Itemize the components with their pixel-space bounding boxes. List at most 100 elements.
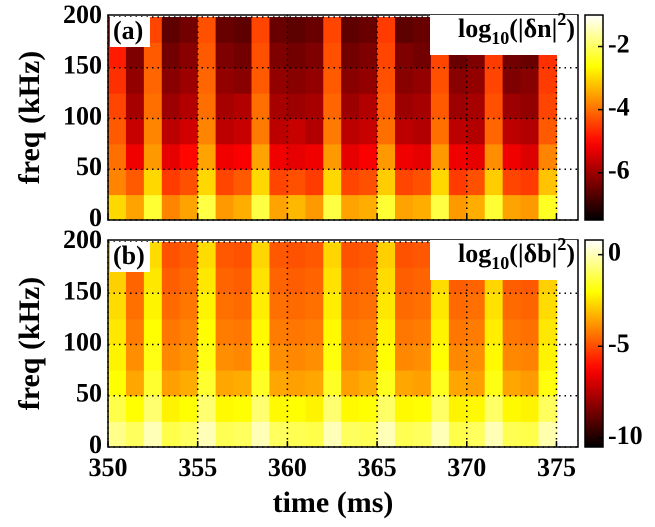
x-tick-label: 370 xyxy=(447,453,486,482)
heatmap-cell xyxy=(359,169,378,196)
heatmap-cell xyxy=(197,118,217,145)
heatmap-cell xyxy=(251,67,270,94)
heatmap-cell xyxy=(287,267,306,294)
heatmap-cell xyxy=(377,344,396,371)
heatmap-cell xyxy=(395,169,414,196)
panel-label-box xyxy=(110,242,150,272)
heatmap-cell xyxy=(448,118,468,145)
heatmap-cell xyxy=(197,93,217,120)
heatmap-cell xyxy=(305,242,324,269)
heatmap-cell xyxy=(215,421,235,448)
heatmap-cell xyxy=(161,67,181,94)
heatmap-cell xyxy=(269,143,288,170)
heatmap-cell xyxy=(466,370,486,397)
heatmap-cell xyxy=(179,293,199,320)
heatmap-cell xyxy=(125,370,145,397)
heatmap-cell xyxy=(179,194,199,221)
panel-label: (b) xyxy=(113,241,145,270)
colorbar-label-box xyxy=(430,15,577,55)
y-tick-label: 0 xyxy=(89,430,102,459)
heatmap-cell xyxy=(412,344,432,371)
heatmap-cell xyxy=(341,93,360,120)
heatmap-cell xyxy=(197,395,217,422)
heatmap-cell xyxy=(125,194,145,221)
heatmap-cell xyxy=(179,67,199,94)
heatmap-cell xyxy=(179,143,199,170)
heatmap-cell xyxy=(359,143,378,170)
heatmap-cell xyxy=(108,421,127,448)
heatmap-cell xyxy=(233,143,253,170)
heatmap-cell xyxy=(323,318,342,346)
heatmap-cell xyxy=(305,118,324,145)
heatmap-cell xyxy=(179,344,199,371)
heatmap-cell xyxy=(251,194,270,221)
heatmap-cell xyxy=(215,17,235,43)
x-tick-label: 350 xyxy=(89,453,128,482)
heatmap-cell xyxy=(359,344,378,371)
heatmap-cell xyxy=(215,194,235,221)
heatmap-cell xyxy=(251,169,270,196)
colorbar xyxy=(584,239,604,448)
heatmap-cell xyxy=(395,67,414,94)
heatmap-cell xyxy=(341,67,360,94)
y-tick-label: 150 xyxy=(63,276,102,305)
heatmap-cell xyxy=(341,169,360,196)
heatmap-cell xyxy=(305,194,324,221)
heatmap-cell xyxy=(377,118,396,145)
heatmap-cell xyxy=(251,318,270,346)
y-tick-label: 100 xyxy=(63,327,102,356)
heatmap-cell xyxy=(269,370,288,397)
heatmap-cell xyxy=(305,67,324,94)
heatmap-cell xyxy=(466,67,486,94)
heatmap-cell xyxy=(269,344,288,371)
heatmap-cell xyxy=(538,318,557,346)
heatmap-cell xyxy=(448,93,468,120)
heatmap-cell xyxy=(520,118,540,145)
heatmap-cell xyxy=(197,67,217,94)
heatmap-cell xyxy=(179,42,199,69)
heatmap-cell xyxy=(287,17,306,43)
heatmap-cell xyxy=(233,293,253,320)
heatmap-cell xyxy=(269,169,288,196)
heatmap-cell xyxy=(377,421,396,448)
heatmap-cell xyxy=(251,143,270,170)
heatmap-cell xyxy=(143,344,163,371)
heatmap-cell xyxy=(287,169,306,196)
heatmap-cell xyxy=(161,267,181,294)
colorbar-tick-label: -4 xyxy=(608,93,630,122)
heatmap-cell xyxy=(161,169,181,196)
heatmap-cell xyxy=(233,267,253,294)
heatmap-cell xyxy=(466,395,486,422)
heatmap-cell xyxy=(179,242,199,269)
colorbar-tick-label: 0 xyxy=(608,238,621,267)
heatmap-cell xyxy=(395,242,414,269)
heatmap-cell xyxy=(287,42,306,69)
heatmap-cell xyxy=(359,370,378,397)
heatmap-cell xyxy=(251,242,270,269)
heatmap-cell xyxy=(161,242,181,269)
heatmap-cell xyxy=(179,17,199,43)
heatmap-cell xyxy=(161,42,181,69)
heatmap-cell xyxy=(323,169,342,196)
heatmap-cell xyxy=(251,293,270,320)
heatmap-cell xyxy=(448,344,468,371)
heatmap-cell xyxy=(269,318,288,346)
y-tick-label: 150 xyxy=(63,51,102,80)
heatmap-cell xyxy=(233,318,253,346)
heatmap-cell xyxy=(108,169,127,196)
heatmap-cell xyxy=(197,293,217,320)
heatmap-cell xyxy=(395,395,414,422)
heatmap-cell xyxy=(143,143,163,170)
heatmap-cell xyxy=(520,143,540,170)
heatmap-cell xyxy=(448,395,468,422)
heatmap-cell xyxy=(466,421,486,448)
heatmap-cell xyxy=(233,370,253,397)
heatmap-cell xyxy=(448,370,468,397)
heatmap-cell xyxy=(287,67,306,94)
heatmap-cell xyxy=(341,395,360,422)
heatmap-cell xyxy=(502,194,522,221)
heatmap-cell xyxy=(412,395,432,422)
heatmap-cell xyxy=(359,93,378,120)
heatmap-cell xyxy=(179,169,199,196)
heatmap-cell xyxy=(377,17,396,43)
